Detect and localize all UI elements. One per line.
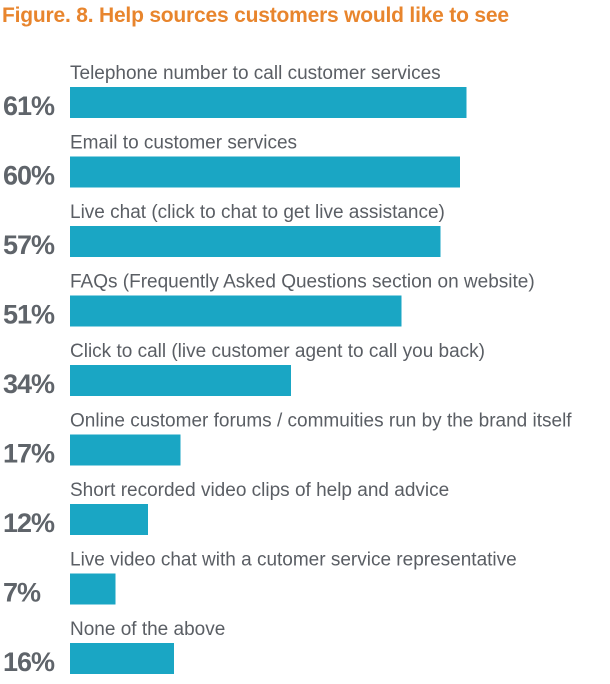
value-label: 12% (3, 508, 55, 538)
bar (70, 434, 181, 466)
value-label: 60% (3, 161, 55, 191)
category-label: None of the above (70, 619, 225, 640)
category-label: FAQs (Frequently Asked Questions section… (70, 272, 535, 293)
chart-title: Figure. 8. Help sources customers would … (2, 4, 509, 27)
bar (70, 156, 460, 188)
bar (70, 226, 441, 257)
category-label: Live chat (click to chat to get live ass… (70, 202, 445, 223)
bar (70, 573, 116, 605)
bar (70, 365, 291, 396)
value-label: 57% (3, 230, 55, 260)
category-label: Email to customer services (70, 133, 297, 154)
value-label: 7% (3, 578, 41, 608)
value-label: 17% (3, 439, 55, 469)
bar (70, 87, 467, 118)
bar (70, 643, 174, 674)
category-label: Online customer forums / commuities run … (70, 411, 572, 432)
bar (70, 295, 402, 327)
value-label: 16% (3, 647, 55, 677)
category-label: Telephone number to call customer servic… (70, 63, 441, 84)
value-label: 51% (3, 300, 55, 330)
category-label: Short recorded video clips of help and a… (70, 480, 449, 501)
value-label: 61% (3, 91, 55, 121)
value-label: 34% (3, 369, 55, 399)
category-label: Live video chat with a cutomer service r… (70, 550, 517, 571)
bar (70, 504, 148, 535)
category-label: Click to call (live customer agent to ca… (70, 341, 485, 362)
